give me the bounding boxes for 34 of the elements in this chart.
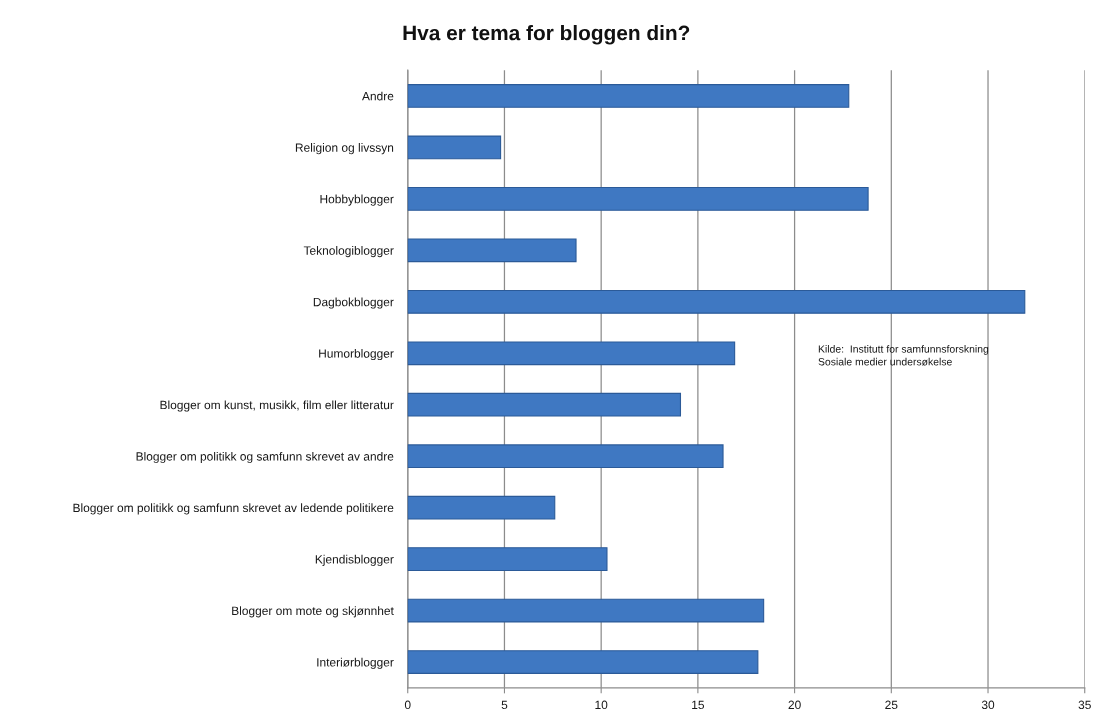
y-tick-label: Blogger om kunst, musikk, film eller litteratur [160,400,394,412]
annotation: Kilde: Institutt for samfunnsforskning Sosiale medier undersøkelse [818,345,989,366]
bar [407,650,759,674]
x-tick-label: 15 [692,700,705,710]
x-tick-label: 35 [1078,700,1091,710]
y-tick-label: Andre [362,91,394,101]
y-tick-label: Dagbokblogger [313,297,394,309]
y-tick-label: Kjendisblogger [315,554,394,566]
bar [407,495,556,520]
x-tick-label: 0 [404,700,411,710]
bar [407,392,682,417]
bar [407,84,850,108]
y-tick-label: Hobbyblogger [320,194,394,206]
bar [407,135,502,160]
x-tick-label: 20 [788,700,801,710]
chart-title: Hva er tema for bloggen din? [403,25,690,45]
y-tick-label: Blogger om mote og skjønnhet [232,606,394,618]
y-tick-label: Humorblogger [319,348,394,361]
x-tick-label: 25 [885,700,898,710]
x-tick-label: 5 [501,700,508,710]
y-tick-label: Teknologiblogger [303,246,394,258]
y-tick-label: Blogger om politikk og samfunn skrevet av andre [136,451,394,464]
bar [407,289,1026,314]
y-tick-label: Blogger om politikk og samfunn skrevet av ledende politikere [73,503,394,515]
bar [407,547,608,572]
bar [407,444,724,469]
bar [407,238,577,263]
y-tick-label: Religion og livssyn [295,143,394,155]
y-tick-label: Interiørblogger [317,657,394,669]
x-tick-label: 10 [595,700,608,710]
bar [407,187,869,211]
x-tick-label: 30 [981,700,995,710]
bar [407,598,765,623]
bar [407,341,736,366]
